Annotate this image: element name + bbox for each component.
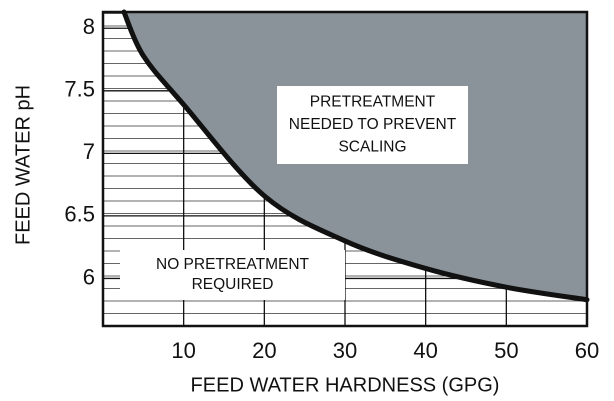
- plot-frame: [101, 10, 589, 328]
- x-tick-label: 30: [333, 338, 357, 363]
- y-tick-label: 6.5: [64, 202, 95, 227]
- y-axis-label: FEED WATER pH: [12, 85, 34, 245]
- annotation-text: NO PRETREATMENT: [156, 256, 310, 273]
- x-tick-label: 60: [575, 338, 599, 363]
- y-tick-label: 8: [83, 14, 95, 39]
- x-tick-label: 50: [494, 338, 518, 363]
- y-tick-label: 7.5: [64, 77, 95, 102]
- x-tick-label: 10: [171, 338, 195, 363]
- x-tick-label: 20: [252, 338, 276, 363]
- annotation-text: PRETREATMENT: [310, 94, 436, 111]
- y-tick-label: 6: [83, 264, 95, 289]
- annotation-box: [277, 86, 468, 164]
- annotation-text: SCALING: [338, 139, 406, 156]
- x-tick-label: 40: [413, 338, 437, 363]
- annotation-text: NEEDED TO PREVENT: [289, 116, 457, 133]
- x-axis-label: FEED WATER HARDNESS (GPG): [191, 374, 500, 396]
- boundary-curve: [121, 9, 590, 303]
- annotation-text: REQUIRED: [192, 276, 274, 293]
- annotation-box: [120, 250, 345, 300]
- y-tick-label: 7: [83, 139, 95, 164]
